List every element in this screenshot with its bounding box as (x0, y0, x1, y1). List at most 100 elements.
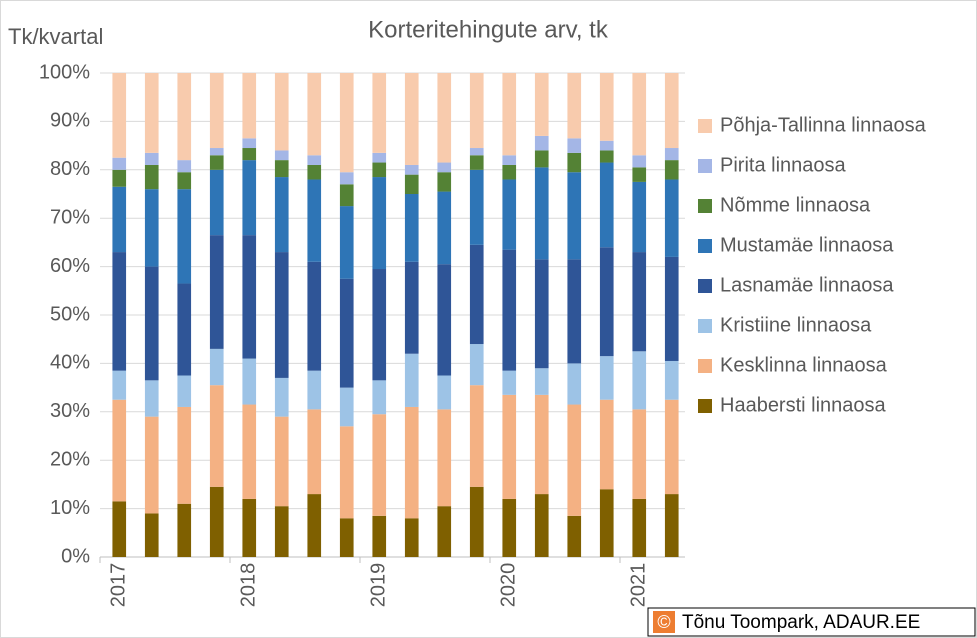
bar-segment (307, 370, 322, 410)
legend-label: Kristiine linnaosa (720, 314, 872, 336)
bar-segment (534, 259, 549, 369)
bar-segment (339, 184, 354, 207)
bar-segment (144, 266, 159, 381)
bar-segment (534, 150, 549, 168)
bar-segment (502, 179, 517, 250)
bar-segment (177, 503, 192, 557)
bar-segment (664, 494, 679, 557)
bar-segment (209, 155, 224, 170)
bar-segment (339, 518, 354, 557)
bar-segment (502, 73, 517, 156)
y-tick-label: 10% (50, 497, 90, 519)
bar-segment (144, 416, 159, 514)
bar-segment (664, 148, 679, 161)
bar-segment (307, 179, 322, 262)
bar-segment (274, 252, 289, 378)
bar-segment (599, 162, 614, 248)
bar-segment (372, 380, 387, 415)
bar-segment (599, 140, 614, 151)
bar-segment (144, 380, 159, 417)
bar-segment (469, 244, 484, 345)
bar-segment (372, 162, 387, 178)
y-tick-label: 40% (50, 352, 90, 374)
bar-segment (339, 73, 354, 173)
bar-segment (437, 375, 452, 410)
y-tick-label: 90% (50, 110, 90, 132)
bar-segment (534, 167, 549, 260)
legend-label: Nõmme linnaosa (720, 194, 871, 216)
bar-segment (274, 177, 289, 253)
bar-segment (664, 399, 679, 495)
y-tick-label: 50% (50, 303, 90, 325)
legend-label: Põhja-Tallinna linnaosa (720, 114, 927, 136)
legend-label: Mustamäe linnaosa (720, 234, 894, 256)
bar-segment (469, 73, 484, 149)
y-tick-label: 60% (50, 255, 90, 277)
bar-segment (437, 264, 452, 376)
bar-segment (437, 73, 452, 163)
y-tick-label: 100% (39, 61, 90, 83)
bar-segment (177, 172, 192, 190)
bar-segment (177, 283, 192, 376)
bar-segment (632, 167, 647, 182)
bar-segment (242, 73, 257, 139)
bar-segment (339, 387, 354, 427)
copyright-box (647, 607, 976, 637)
bar-segment (632, 73, 647, 156)
bar-segment (469, 148, 484, 156)
x-tick-label: 2018 (238, 563, 260, 608)
bar-segment (599, 247, 614, 357)
bar-segment (469, 169, 484, 245)
bar-segment (469, 486, 484, 557)
bar-segment (372, 515, 387, 557)
legend-swatch (698, 399, 712, 413)
bar-segment (567, 515, 582, 557)
bar-segment (567, 138, 582, 153)
bar-segment (112, 370, 127, 400)
y-tick-label: 80% (50, 158, 90, 180)
bar-segment (599, 489, 614, 557)
bar-segment (599, 150, 614, 163)
bar-segment (534, 135, 549, 151)
bar-segment (112, 73, 127, 158)
bar-segment (144, 513, 159, 557)
bar-segment (209, 148, 224, 156)
bar-segment (209, 235, 224, 349)
legend-label: Kesklinna linnaosa (720, 354, 888, 376)
bar-segment (209, 73, 224, 149)
bar-segment (502, 370, 517, 395)
bar-segment (274, 377, 289, 417)
bar-segment (437, 172, 452, 192)
bar-segment (404, 174, 419, 194)
x-tick-label: 2020 (498, 563, 520, 608)
bar-segment (534, 394, 549, 495)
chart-title: Korteritehingute arv, tk (368, 16, 609, 43)
bar-segment (339, 278, 354, 388)
bar-segment (209, 385, 224, 487)
bar-segment (599, 399, 614, 490)
bar-segment (599, 73, 614, 141)
copyright-text: Tõnu Toompark, ADAUR.EE (682, 612, 920, 633)
bar-segment (242, 358, 257, 405)
bar-segment (177, 160, 192, 173)
legend-label: Pirita linnaosa (720, 154, 847, 176)
bar-segment (307, 409, 322, 495)
bar-segment (404, 164, 419, 175)
bar-segment (502, 164, 517, 180)
legend-swatch (698, 159, 712, 173)
bar-segment (112, 169, 127, 187)
bar-segment (242, 404, 257, 499)
bar-segment (469, 155, 484, 170)
bar-segment (372, 414, 387, 516)
bar-segment (144, 73, 159, 153)
bar-segment (144, 189, 159, 267)
bar-segment (599, 356, 614, 400)
bar-segment (372, 152, 387, 163)
legend-label: Lasnamäe linnaosa (720, 274, 894, 296)
bar-segment (274, 73, 289, 151)
bar-segment (404, 261, 419, 354)
bar-segment (242, 148, 257, 161)
bar-segment (307, 155, 322, 165)
